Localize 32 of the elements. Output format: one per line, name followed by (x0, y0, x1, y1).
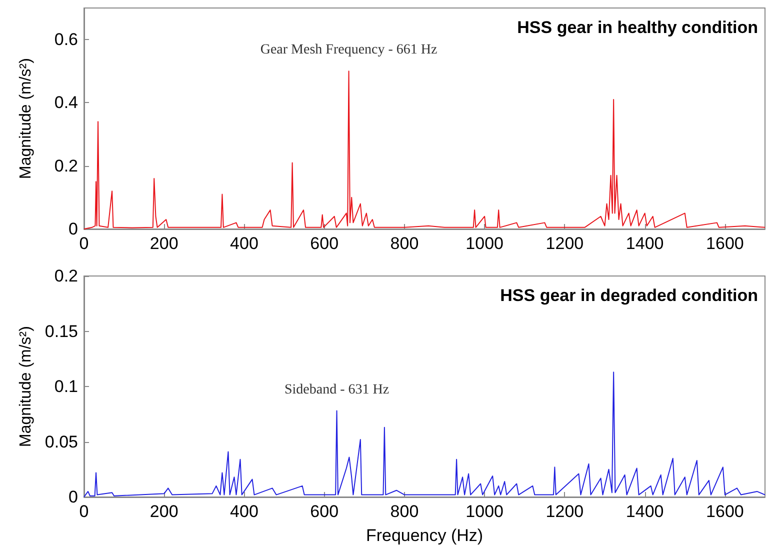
y-tick-label: 0 (68, 220, 78, 238)
x-tick-label: 1000 (466, 234, 504, 253)
y-tick-label: 0.05 (44, 432, 78, 452)
x-tick-label: 600 (310, 502, 339, 521)
y-tick-label: 0.2 (54, 156, 78, 176)
annotation: Sideband - 631 Hz (284, 382, 390, 398)
annotation: Gear Mesh Frequency - 661 Hz (260, 42, 438, 58)
x-tick-label: 400 (230, 502, 258, 521)
x-tick-label: 1200 (546, 502, 584, 521)
y-tick-label: 0.4 (54, 93, 78, 112)
x-tick-label: 1000 (466, 502, 504, 521)
x-tick-label: 1600 (706, 502, 744, 521)
y-tick-label: 0.6 (54, 30, 78, 50)
y-axis-title: Magnitude (m/s²) (18, 58, 34, 179)
x-tick-label: 1400 (626, 234, 664, 253)
x-tick-label: 1200 (546, 234, 584, 253)
y-tick-label: 0 (68, 488, 78, 506)
y-tick-label: 0.2 (54, 266, 78, 286)
y-tick-label: 0.15 (44, 322, 78, 341)
x-tick-label: 1400 (626, 502, 664, 521)
x-tick-label: 800 (390, 502, 419, 521)
text: HSS gear in healthy condition (517, 18, 758, 37)
x-axis-title: Frequency (Hz) (366, 526, 484, 545)
x-tick-label: 200 (150, 234, 178, 253)
y-axis-title: Magnitude (m/s²) (18, 326, 34, 447)
x-tick-label: 200 (150, 502, 178, 521)
text: HSS gear in degraded condition (500, 286, 758, 305)
x-tick-label: 600 (310, 234, 339, 253)
x-tick-label: 800 (390, 234, 419, 253)
x-tick-label: 1600 (706, 234, 744, 253)
x-tick-label: 400 (230, 234, 258, 253)
y-tick-label: 0.1 (54, 377, 78, 396)
